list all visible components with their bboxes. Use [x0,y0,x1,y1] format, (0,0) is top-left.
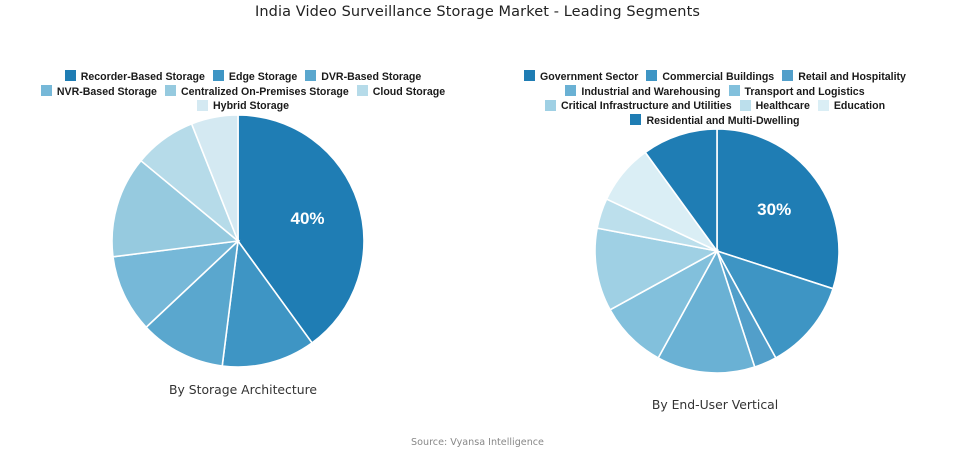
pie-slice-label-vertical-0: 30% [757,200,791,219]
legend-swatch-icon [817,99,829,111]
legend-item-storage-2[interactable]: DVR-Based Storage [305,70,421,85]
legend-item-label: Government Sector [540,71,639,83]
pie-slice-storage-6[interactable] [190,114,239,242]
source-note: Source: Vyansa Intelligence [411,437,544,448]
pie-slice-storage-3[interactable] [112,240,241,329]
legend-swatch-icon [646,70,658,82]
legend-item-vertical-5[interactable]: Critical Infrastructure and Utilities [544,99,732,114]
legend-item-label: Centralized On-Premises Storage [180,85,349,98]
pie-slice-storage-4[interactable] [111,159,240,258]
legend-swatch-icon [630,114,642,126]
pie-slice-vertical-5[interactable] [594,227,720,311]
chart-panel-storage-architecture: Recorder-Based Storage Edge Storage DVR-Ba… [8,70,478,440]
legend-item-label: Retail and Hospitality [798,71,906,83]
legend-item-label: Industrial and Warehousing [581,85,721,98]
legend-item-vertical-3[interactable]: Industrial and Warehousing [565,84,721,100]
legend-swatch-icon [544,99,556,111]
legend-item-label: Transport and Logistics [744,85,865,98]
legend-item-label: Commercial Buildings [662,71,775,83]
legend-item-vertical-1[interactable]: Commercial Buildings [646,70,774,85]
pie-slice-label-storage-0: 40% [290,209,324,228]
legend-item-label: Healthcare [755,100,810,113]
legend-end-user-vertical: Government Sector Commercial Buildings Ret… [480,70,950,129]
pie-svg-end-user-vertical: 30% [594,128,840,374]
legend-item-label: Edge Storage [228,71,298,83]
legend-item-label: DVR-Based Storage [321,71,422,83]
legend-item-storage-1[interactable]: Edge Storage [212,70,298,85]
pie-svg-storage-architecture: 40% [111,114,365,368]
legend-swatch-icon [356,84,368,96]
legend-item-storage-5[interactable]: Cloud Storage [356,84,446,100]
pie-slice-vertical-8[interactable] [644,128,718,254]
legend-item-label: Hybrid Storage [213,100,289,113]
legend-swatch-icon [164,84,176,96]
legend-item-storage-3[interactable]: NVR-Based Storage [40,84,157,100]
legend-item-label: Cloud Storage [372,85,446,98]
chart-panel-end-user-vertical: Government Sector Commercial Buildings Ret… [480,70,950,440]
legend-item-label: Residential and Multi-Dwelling [646,115,800,128]
legend-item-label: NVR-Based Storage [56,85,157,98]
pie-slice-storage-2[interactable] [145,239,240,368]
caption-storage-architecture: By Storage Architecture [168,382,318,398]
legend-swatch-icon [64,70,76,82]
legend-item-storage-4[interactable]: Centralized On-Premises Storage [164,84,349,100]
legend-item-vertical-2[interactable]: Retail and Hospitality [782,70,906,85]
legend-swatch-icon [197,99,209,111]
pie-chart-storage-architecture: 40% [8,114,478,382]
legend-swatch-icon [305,70,317,82]
legend-storage-architecture: Recorder-Based Storage Edge Storage DVR-Ba… [8,70,478,114]
legend-item-label: Recorder-Based Storage [80,71,205,83]
pie-slice-vertical-1[interactable] [715,249,835,359]
pie-chart-end-user-vertical: 30% [480,128,950,397]
legend-swatch-icon [524,70,536,82]
legend-swatch-icon [739,99,751,111]
legend-swatch-icon [40,84,52,96]
caption-end-user-vertical: By End-User Vertical [651,396,779,412]
page-title: India Video Surveillance Storage Market … [254,4,701,20]
legend-swatch-icon [212,70,224,82]
legend-item-vertical-8[interactable]: Residential and Multi-Dwelling [630,114,800,129]
pie-slice-storage-1[interactable] [221,239,314,368]
legend-swatch-icon [782,70,794,82]
legend-item-vertical-0[interactable]: Government Sector [524,70,638,85]
legend-item-storage-0[interactable]: Recorder-Based Storage [64,70,205,85]
legend-item-vertical-7[interactable]: Education [817,99,886,114]
legend-item-label: Critical Infrastructure and Utilities [560,100,732,113]
pie-slice-storage-0[interactable] [237,114,365,345]
legend-item-label: Education [833,100,886,113]
pie-slice-vertical-3[interactable] [657,248,756,374]
legend-swatch-icon [565,84,577,96]
pie-slice-vertical-0[interactable] [716,128,840,290]
legend-item-vertical-4[interactable]: Transport and Logistics [728,84,865,100]
legend-item-storage-6[interactable]: Hybrid Storage [197,99,289,114]
legend-item-vertical-6[interactable]: Healthcare [739,99,810,114]
legend-swatch-icon [728,84,740,96]
